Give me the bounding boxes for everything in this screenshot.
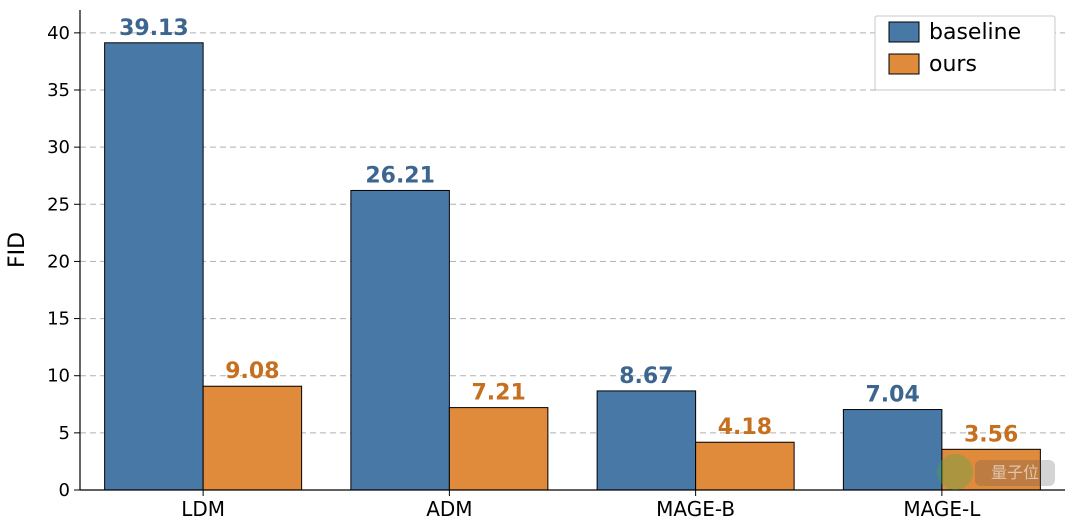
- y-tick-label: 5: [59, 423, 70, 444]
- x-tick-label: MAGE-B: [656, 497, 735, 521]
- value-label-ours: 3.56: [964, 422, 1018, 447]
- x-tick-label: MAGE-L: [903, 497, 981, 521]
- watermark-text: 量子位: [991, 463, 1039, 482]
- value-label-baseline: 26.21: [365, 163, 435, 188]
- value-label-baseline: 39.13: [119, 16, 189, 41]
- y-tick-label: 0: [59, 480, 70, 501]
- value-label-ours: 7.21: [471, 381, 525, 406]
- fid-bar-chart: 39.13 9.08 26.21 7.21 8.67 4.18 7.04 3.56 0 5 10 1…: [0, 0, 1080, 529]
- legend-label-baseline: baseline: [929, 20, 1021, 45]
- x-tick-label: LDM: [181, 497, 225, 521]
- bar-baseline: [843, 410, 942, 490]
- x-tick-label: ADM: [426, 497, 472, 521]
- y-tick-label: 30: [47, 137, 70, 158]
- legend-swatch-baseline: [889, 22, 919, 42]
- wechat-icon: [937, 454, 973, 490]
- y-axis-label: FID: [5, 232, 30, 268]
- value-label-baseline: 8.67: [619, 364, 673, 389]
- bar-ours: [696, 442, 795, 490]
- bar-baseline: [351, 190, 450, 490]
- value-label-baseline: 7.04: [865, 383, 919, 408]
- value-label-ours: 9.08: [225, 359, 279, 384]
- value-label-ours: 4.18: [718, 415, 772, 440]
- legend: baseline ours: [875, 16, 1055, 90]
- y-tick-label: 20: [47, 251, 70, 272]
- bar-baseline: [105, 43, 204, 490]
- y-tick-label: 35: [47, 80, 70, 101]
- y-tick-label: 10: [47, 366, 70, 387]
- y-tick-label: 15: [47, 309, 70, 330]
- bar-ours: [449, 408, 548, 490]
- legend-swatch-ours: [889, 54, 919, 74]
- y-tick-label: 25: [47, 194, 70, 215]
- legend-label-ours: ours: [929, 52, 977, 77]
- bar-ours: [203, 386, 302, 490]
- bar-baseline: [597, 391, 696, 490]
- y-tick-label: 40: [47, 23, 70, 44]
